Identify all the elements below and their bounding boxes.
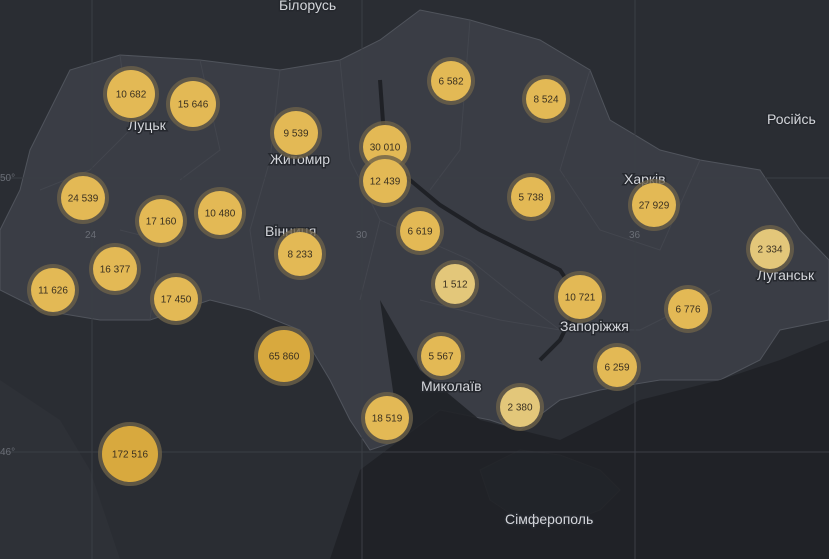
place-label: Білорусь <box>279 0 336 13</box>
coordinate-label: 36 <box>629 230 641 241</box>
cluster-marker[interactable]: 6 582 <box>427 57 475 105</box>
cluster-marker[interactable]: 2 380 <box>496 383 544 431</box>
cluster-marker[interactable]: 11 626 <box>27 264 79 316</box>
cluster-marker[interactable]: 172 516 <box>98 422 162 486</box>
cluster-count: 11 626 <box>38 286 68 297</box>
cluster-marker[interactable]: 6 776 <box>664 285 712 333</box>
land-west <box>0 380 120 559</box>
cluster-circle <box>750 229 790 269</box>
cluster-circle <box>400 211 440 251</box>
cluster-circle <box>435 264 475 304</box>
cluster-count: 6 259 <box>604 363 629 374</box>
cluster-circle <box>421 336 461 376</box>
cluster-marker[interactable]: 17 160 <box>135 195 187 247</box>
cluster-count: 5 738 <box>518 193 543 204</box>
cluster-circle <box>668 289 708 329</box>
cluster-marker[interactable]: 6 619 <box>396 207 444 255</box>
cluster-count: 2 334 <box>757 245 782 256</box>
clusters: 10 682 15 646 9 539 30 010 12 439 6 582 8 524 2… <box>27 57 794 486</box>
cluster-count: 6 776 <box>675 305 700 316</box>
cluster-circle <box>365 396 409 440</box>
cluster-count: 27 929 <box>639 201 670 212</box>
cluster-circle <box>278 232 322 276</box>
place-label: Російсь <box>767 111 816 127</box>
cluster-count: 172 516 <box>112 450 149 461</box>
cluster-marker[interactable]: 8 233 <box>274 228 326 280</box>
cluster-circle <box>597 347 637 387</box>
cluster-count: 17 450 <box>161 295 192 306</box>
cluster-count: 65 860 <box>269 352 300 363</box>
cluster-marker[interactable]: 24 539 <box>57 172 109 224</box>
cluster-circle <box>274 111 318 155</box>
cluster-count: 6 582 <box>438 77 463 88</box>
cluster-marker[interactable]: 65 860 <box>254 326 314 386</box>
sea <box>330 300 829 559</box>
cluster-marker[interactable]: 2 334 <box>746 225 794 273</box>
place-label: Сімферополь <box>505 511 593 527</box>
coordinate-label: 30 <box>356 230 368 241</box>
cluster-count: 6 619 <box>407 227 432 238</box>
cluster-circle <box>139 199 183 243</box>
cluster-count: 17 160 <box>146 217 177 228</box>
cluster-count: 8 233 <box>287 250 312 261</box>
cluster-circle <box>198 191 242 235</box>
cluster-circle <box>31 268 75 312</box>
cluster-marker[interactable]: 12 439 <box>359 155 411 207</box>
cluster-circle <box>431 61 471 101</box>
cluster-marker[interactable]: 8 524 <box>522 75 570 123</box>
cluster-circle <box>93 247 137 291</box>
cluster-circle <box>102 426 158 482</box>
place-label: Миколаїв <box>421 378 482 394</box>
cluster-circle <box>107 70 155 118</box>
cluster-count: 18 519 <box>372 414 403 425</box>
cluster-marker[interactable]: 17 450 <box>150 273 202 325</box>
cluster-count: 10 480 <box>205 209 236 220</box>
cluster-marker[interactable]: 18 519 <box>361 392 413 444</box>
cluster-circle <box>632 183 676 227</box>
cluster-count: 5 567 <box>428 352 453 363</box>
coordinate-label: 46° <box>0 447 15 458</box>
cluster-circle <box>154 277 198 321</box>
cluster-count: 12 439 <box>370 177 401 188</box>
cluster-count: 10 682 <box>116 90 147 101</box>
cluster-circle <box>363 159 407 203</box>
cluster-marker[interactable]: 10 480 <box>194 187 246 239</box>
cluster-marker[interactable]: 10 721 <box>554 271 606 323</box>
cluster-count: 8 524 <box>533 95 558 106</box>
cluster-circle <box>170 81 216 127</box>
cluster-circle <box>558 275 602 319</box>
cluster-circle <box>526 79 566 119</box>
cluster-circle <box>61 176 105 220</box>
cluster-count: 1 512 <box>442 280 467 291</box>
cluster-marker[interactable]: 1 512 <box>431 260 479 308</box>
cluster-count: 10 721 <box>565 293 596 304</box>
cluster-marker[interactable]: 5 738 <box>507 173 555 221</box>
cluster-count: 24 539 <box>68 194 99 205</box>
cluster-circle <box>500 387 540 427</box>
cluster-count: 16 377 <box>100 265 131 276</box>
coordinate-label: 50° <box>0 173 15 184</box>
cluster-count: 2 380 <box>507 403 532 414</box>
cluster-marker[interactable]: 5 567 <box>417 332 465 380</box>
cluster-circle <box>258 330 310 382</box>
cluster-marker[interactable]: 9 539 <box>270 107 322 159</box>
cluster-marker[interactable]: 15 646 <box>166 77 220 131</box>
cluster-count: 15 646 <box>178 100 209 111</box>
coordinate-label: 24 <box>85 230 97 241</box>
cluster-marker[interactable]: 10 682 <box>103 66 159 122</box>
cluster-marker[interactable]: 16 377 <box>89 243 141 295</box>
cluster-count: 30 010 <box>370 143 401 154</box>
cluster-marker[interactable]: 27 929 <box>628 179 680 231</box>
cluster-count: 9 539 <box>283 129 308 140</box>
cluster-marker[interactable]: 6 259 <box>593 343 641 391</box>
cluster-circle <box>511 177 551 217</box>
